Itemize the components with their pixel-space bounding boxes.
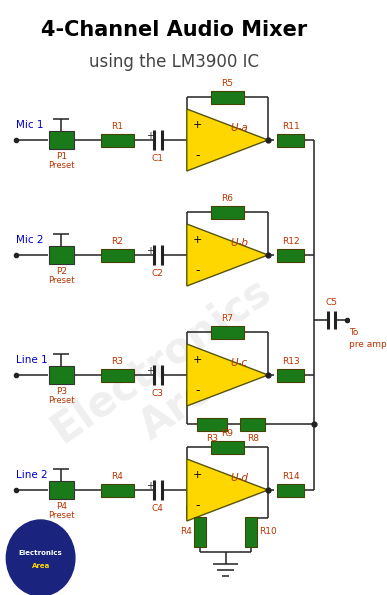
Bar (211, 90, 244, 104)
Text: R3: R3 (206, 434, 218, 443)
Text: R14: R14 (282, 471, 300, 481)
Text: -: - (195, 149, 200, 162)
Text: P4: P4 (56, 502, 67, 511)
Bar (211, 440, 244, 453)
Text: To
pre amp: To pre amp (349, 328, 387, 349)
Text: -: - (195, 384, 200, 397)
Bar (245, 516, 257, 546)
Text: using the LM3900 IC: using the LM3900 IC (89, 53, 259, 71)
Text: Electronics
Area: Electronics Area (43, 269, 306, 491)
Text: +: + (146, 246, 154, 256)
Text: R7: R7 (221, 314, 233, 322)
Bar (277, 368, 304, 381)
Text: U-c: U-c (231, 358, 248, 368)
Text: R3: R3 (111, 356, 123, 365)
Text: R4: R4 (111, 471, 123, 481)
Text: -: - (195, 499, 200, 512)
Text: +: + (193, 120, 202, 130)
Text: Line 2: Line 2 (16, 470, 48, 480)
Bar (211, 325, 244, 339)
Text: P3: P3 (56, 387, 67, 396)
Text: -: - (195, 264, 200, 277)
Bar (277, 484, 304, 496)
Text: 4-Channel Audio Mixer: 4-Channel Audio Mixer (41, 20, 307, 40)
Polygon shape (187, 344, 268, 406)
Bar (101, 484, 134, 496)
Text: C1: C1 (152, 154, 164, 163)
Bar (101, 249, 134, 261)
Text: Preset: Preset (48, 276, 75, 285)
Text: +: + (146, 481, 154, 491)
Polygon shape (187, 224, 268, 286)
Bar (101, 133, 134, 146)
Bar (277, 133, 304, 146)
Bar (49, 366, 74, 384)
Bar (195, 516, 206, 546)
Text: R13: R13 (282, 356, 300, 365)
Text: R2: R2 (111, 236, 123, 246)
Text: +: + (146, 131, 154, 141)
Text: U-d: U-d (230, 473, 248, 483)
Text: +: + (193, 355, 202, 365)
Bar (211, 205, 244, 218)
Text: R4: R4 (180, 527, 192, 536)
Text: Area: Area (31, 563, 50, 569)
Bar (49, 131, 74, 149)
Circle shape (6, 520, 75, 595)
Text: R11: R11 (282, 121, 300, 130)
Text: C5: C5 (325, 298, 337, 307)
Text: C3: C3 (152, 389, 164, 398)
Text: Line 1: Line 1 (16, 355, 48, 365)
Text: U-b: U-b (230, 238, 248, 248)
Text: +: + (193, 234, 202, 245)
Polygon shape (187, 459, 268, 521)
Bar (277, 249, 304, 261)
Text: R8: R8 (247, 434, 259, 443)
Text: +: + (193, 469, 202, 480)
Text: R12: R12 (282, 236, 300, 246)
Bar (49, 481, 74, 499)
Text: C4: C4 (152, 504, 164, 513)
Text: Mic 1: Mic 1 (16, 120, 44, 130)
Bar (49, 246, 74, 264)
Text: R5: R5 (221, 79, 233, 87)
Text: P1: P1 (56, 152, 67, 161)
Text: Preset: Preset (48, 396, 75, 405)
Bar (101, 368, 134, 381)
Bar (197, 418, 228, 431)
Text: U-a: U-a (230, 123, 248, 133)
Text: Mic 2: Mic 2 (16, 235, 44, 245)
Text: P2: P2 (56, 267, 67, 276)
Bar (240, 418, 265, 431)
Text: R10: R10 (259, 527, 277, 536)
Polygon shape (187, 109, 268, 171)
Text: Preset: Preset (48, 511, 75, 520)
Text: Electronics: Electronics (19, 550, 62, 556)
Text: R9: R9 (221, 428, 233, 437)
Text: +: + (146, 366, 154, 376)
Text: C2: C2 (152, 269, 164, 278)
Text: Preset: Preset (48, 161, 75, 170)
Text: R1: R1 (111, 121, 123, 130)
Text: R6: R6 (221, 193, 233, 202)
